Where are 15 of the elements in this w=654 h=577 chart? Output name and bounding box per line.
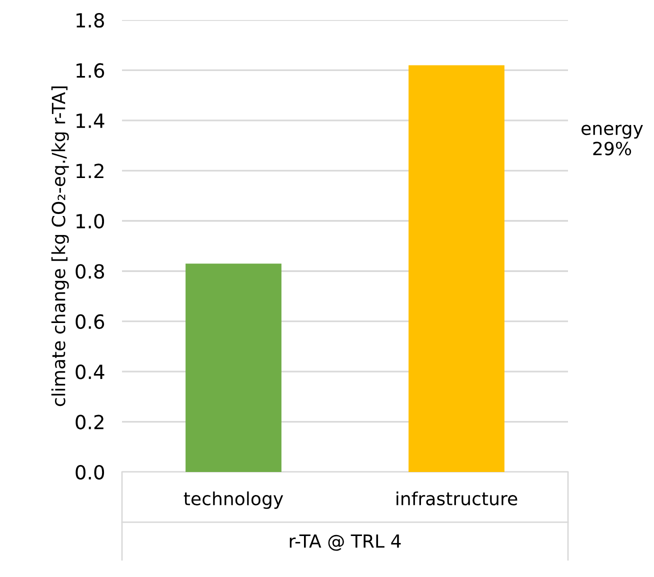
y-tick-label: 1.2 [76,164,104,178]
y-axis-title: climate change [kg CO₂-eq./kg r-TA] [51,86,69,406]
y-tick-label: 0.0 [76,464,104,480]
y-tick-label: 0.6 [76,314,104,329]
y-tick-label: 1.0 [76,214,104,229]
y-tick-label: 1.8 [76,12,104,28]
text: energy 29% [582,124,643,156]
y-tick-label: 1.6 [76,63,104,78]
x-tick-label: technology [184,491,284,509]
y-tick-label: 1.4 [76,114,104,128]
x-tick-label: infrastructure [396,491,518,506]
y-tick-label: 0.2 [76,414,104,430]
x-axis-title: r-TA @ TRL 4 [290,534,401,551]
y-tick-label: 0.8 [76,264,104,279]
y-tick-label: 0.4 [76,364,104,380]
